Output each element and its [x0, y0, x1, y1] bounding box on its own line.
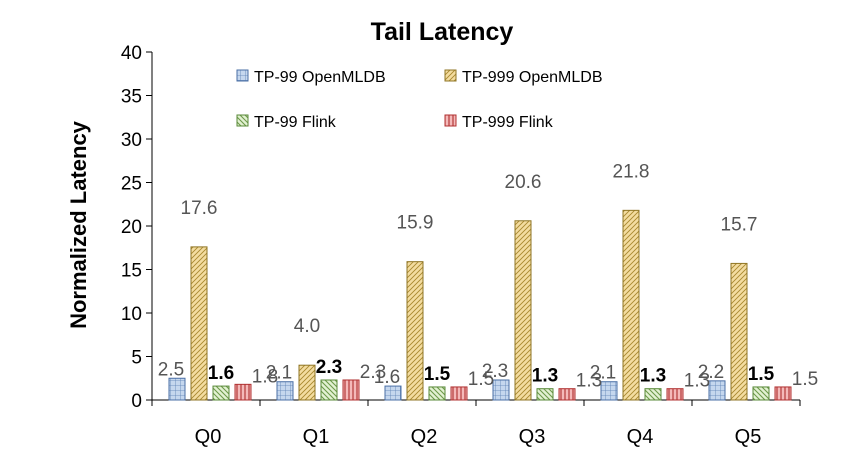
y-tick-label: 0 — [131, 391, 142, 412]
data-label: 4.0 — [294, 316, 320, 337]
x-tick-label: Q4 — [627, 426, 654, 448]
data-label: 1.8 — [252, 366, 278, 387]
bar-tp-999-openmldb-q4 — [622, 209, 640, 401]
bar-tp-999-flink-q3 — [558, 388, 576, 401]
data-label: 1.5 — [424, 364, 451, 385]
data-label: 1.6 — [374, 367, 400, 388]
y-tick-label: 35 — [121, 87, 142, 108]
bar-tp-99-openmldb-q2 — [384, 385, 402, 401]
data-label: 2.3 — [360, 362, 386, 383]
x-axis: Q0 Q1 Q2 Q3 Q4 Q5 — [151, 399, 801, 448]
y-tick-label: 5 — [131, 348, 142, 369]
bar-tp-999-openmldb-q2 — [406, 261, 424, 401]
bar-tp-999-openmldb-q0 — [190, 246, 208, 401]
data-label: 1.3 — [640, 366, 666, 387]
y-tick-label: 40 — [121, 43, 142, 64]
y-axis-label: Normalized Latency — [66, 120, 91, 329]
legend-swatch — [444, 69, 457, 82]
y-tick-label: 25 — [121, 174, 142, 195]
data-label: 1.3 — [684, 371, 710, 392]
bar-tp-99-flink-q4 — [644, 388, 662, 401]
data-label: 15.7 — [721, 214, 758, 235]
data-label: 1.3 — [576, 371, 602, 392]
bar-tp-99-openmldb-q5 — [708, 380, 726, 401]
chart-title: Tail Latency — [371, 18, 514, 46]
bar-tp-999-flink-q2 — [450, 386, 468, 401]
x-tick-label: Q2 — [411, 426, 438, 448]
legend-label: TP-999 OpenMLDB — [462, 69, 603, 86]
data-label: 17.6 — [181, 198, 218, 219]
bar-tp-99-openmldb-q3 — [492, 379, 510, 401]
bar-tp-99-flink-q2 — [428, 386, 446, 401]
data-label: 2.1 — [266, 363, 292, 384]
x-tick-label: Q5 — [735, 426, 762, 448]
bars — [168, 209, 792, 401]
legend-label: TP-99 Flink — [254, 114, 337, 131]
bar-tp-99-flink-q5 — [752, 386, 770, 401]
data-label: 1.5 — [792, 369, 818, 390]
data-labels: 2.517.61.6 1.82.14.02.3 2.31.615.91.5 1.52.… — [158, 161, 818, 391]
bar-tp-99-flink-q1 — [320, 379, 338, 401]
data-label: 2.2 — [698, 362, 724, 383]
legend-label: TP-999 Flink — [462, 114, 554, 131]
legend-swatch — [236, 69, 249, 82]
legend: TP-99 OpenMLDB TP-999 OpenMLDB TP-99 Flink… — [236, 69, 603, 131]
bar-tp-99-flink-q3 — [536, 388, 554, 401]
bar-tp-999-flink-q5 — [774, 386, 792, 401]
bar-tp-99-openmldb-q4 — [600, 381, 618, 401]
bar-tp-999-flink-q1 — [342, 379, 360, 401]
y-axis: 0 5 10 15 20 25 30 35 40 — [121, 43, 153, 412]
bar-tp-99-flink-q0 — [212, 385, 230, 401]
x-tick-label: Q3 — [519, 426, 546, 448]
legend-swatch — [236, 114, 249, 127]
data-label: 2.1 — [590, 363, 616, 384]
data-label: 1.6 — [208, 363, 234, 384]
y-tick-label: 20 — [121, 217, 142, 238]
y-tick-label: 30 — [121, 130, 142, 151]
legend-swatch — [444, 114, 457, 127]
x-tick-label: Q1 — [303, 426, 330, 448]
data-label: 2.3 — [482, 361, 508, 382]
data-label: 20.6 — [505, 172, 542, 193]
legend-label: TP-99 OpenMLDB — [254, 69, 386, 86]
x-tick-label: Q0 — [195, 426, 222, 448]
y-tick-label: 10 — [121, 304, 142, 325]
data-label: 2.5 — [158, 359, 184, 380]
data-label: 2.3 — [316, 357, 342, 378]
data-label: 15.9 — [397, 213, 434, 234]
data-label: 21.8 — [613, 161, 650, 182]
bar-tp-99-openmldb-q0 — [168, 377, 186, 401]
bar-tp-999-openmldb-q1 — [298, 364, 316, 401]
bar-tp-999-openmldb-q3 — [514, 220, 532, 401]
bar-tp-999-flink-q4 — [666, 388, 684, 401]
data-label: 1.3 — [532, 366, 558, 387]
data-label: 1.5 — [468, 369, 494, 390]
y-tick-label: 15 — [121, 261, 142, 282]
bar-tp-999-openmldb-q5 — [730, 262, 748, 401]
bar-tp-999-flink-q0 — [234, 383, 252, 401]
data-label: 1.5 — [748, 364, 775, 385]
bar-tp-99-openmldb-q1 — [276, 381, 294, 401]
